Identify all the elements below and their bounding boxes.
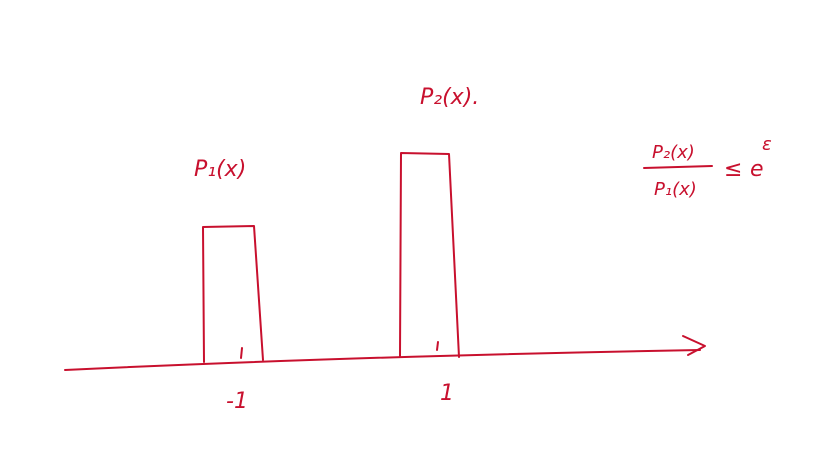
x-axis-arrowhead bbox=[682, 335, 706, 356]
p1-label: P₁(x) bbox=[194, 157, 246, 182]
p2-rectangle bbox=[399, 152, 460, 358]
inequality-sign: ≤ bbox=[724, 157, 742, 182]
x-axis-line bbox=[64, 349, 701, 371]
tick-label-neg-one: -1 bbox=[226, 389, 248, 414]
p2-label: P₂(x). bbox=[420, 85, 479, 110]
fraction-bar bbox=[643, 165, 713, 169]
exponential-base: e bbox=[750, 157, 764, 182]
tick-mark-neg bbox=[240, 347, 243, 359]
tick-label-one: 1 bbox=[440, 381, 454, 406]
exponent-epsilon: ε bbox=[762, 134, 772, 155]
tick-mark-pos bbox=[436, 341, 439, 351]
ratio-numerator: P₂(x) bbox=[652, 142, 695, 163]
ratio-inequality: P₂(x) P₁(x) ≤ e ε bbox=[643, 134, 772, 200]
ratio-denominator: P₁(x) bbox=[654, 179, 697, 200]
x-axis bbox=[64, 335, 706, 371]
p1-rectangle bbox=[202, 225, 264, 363]
